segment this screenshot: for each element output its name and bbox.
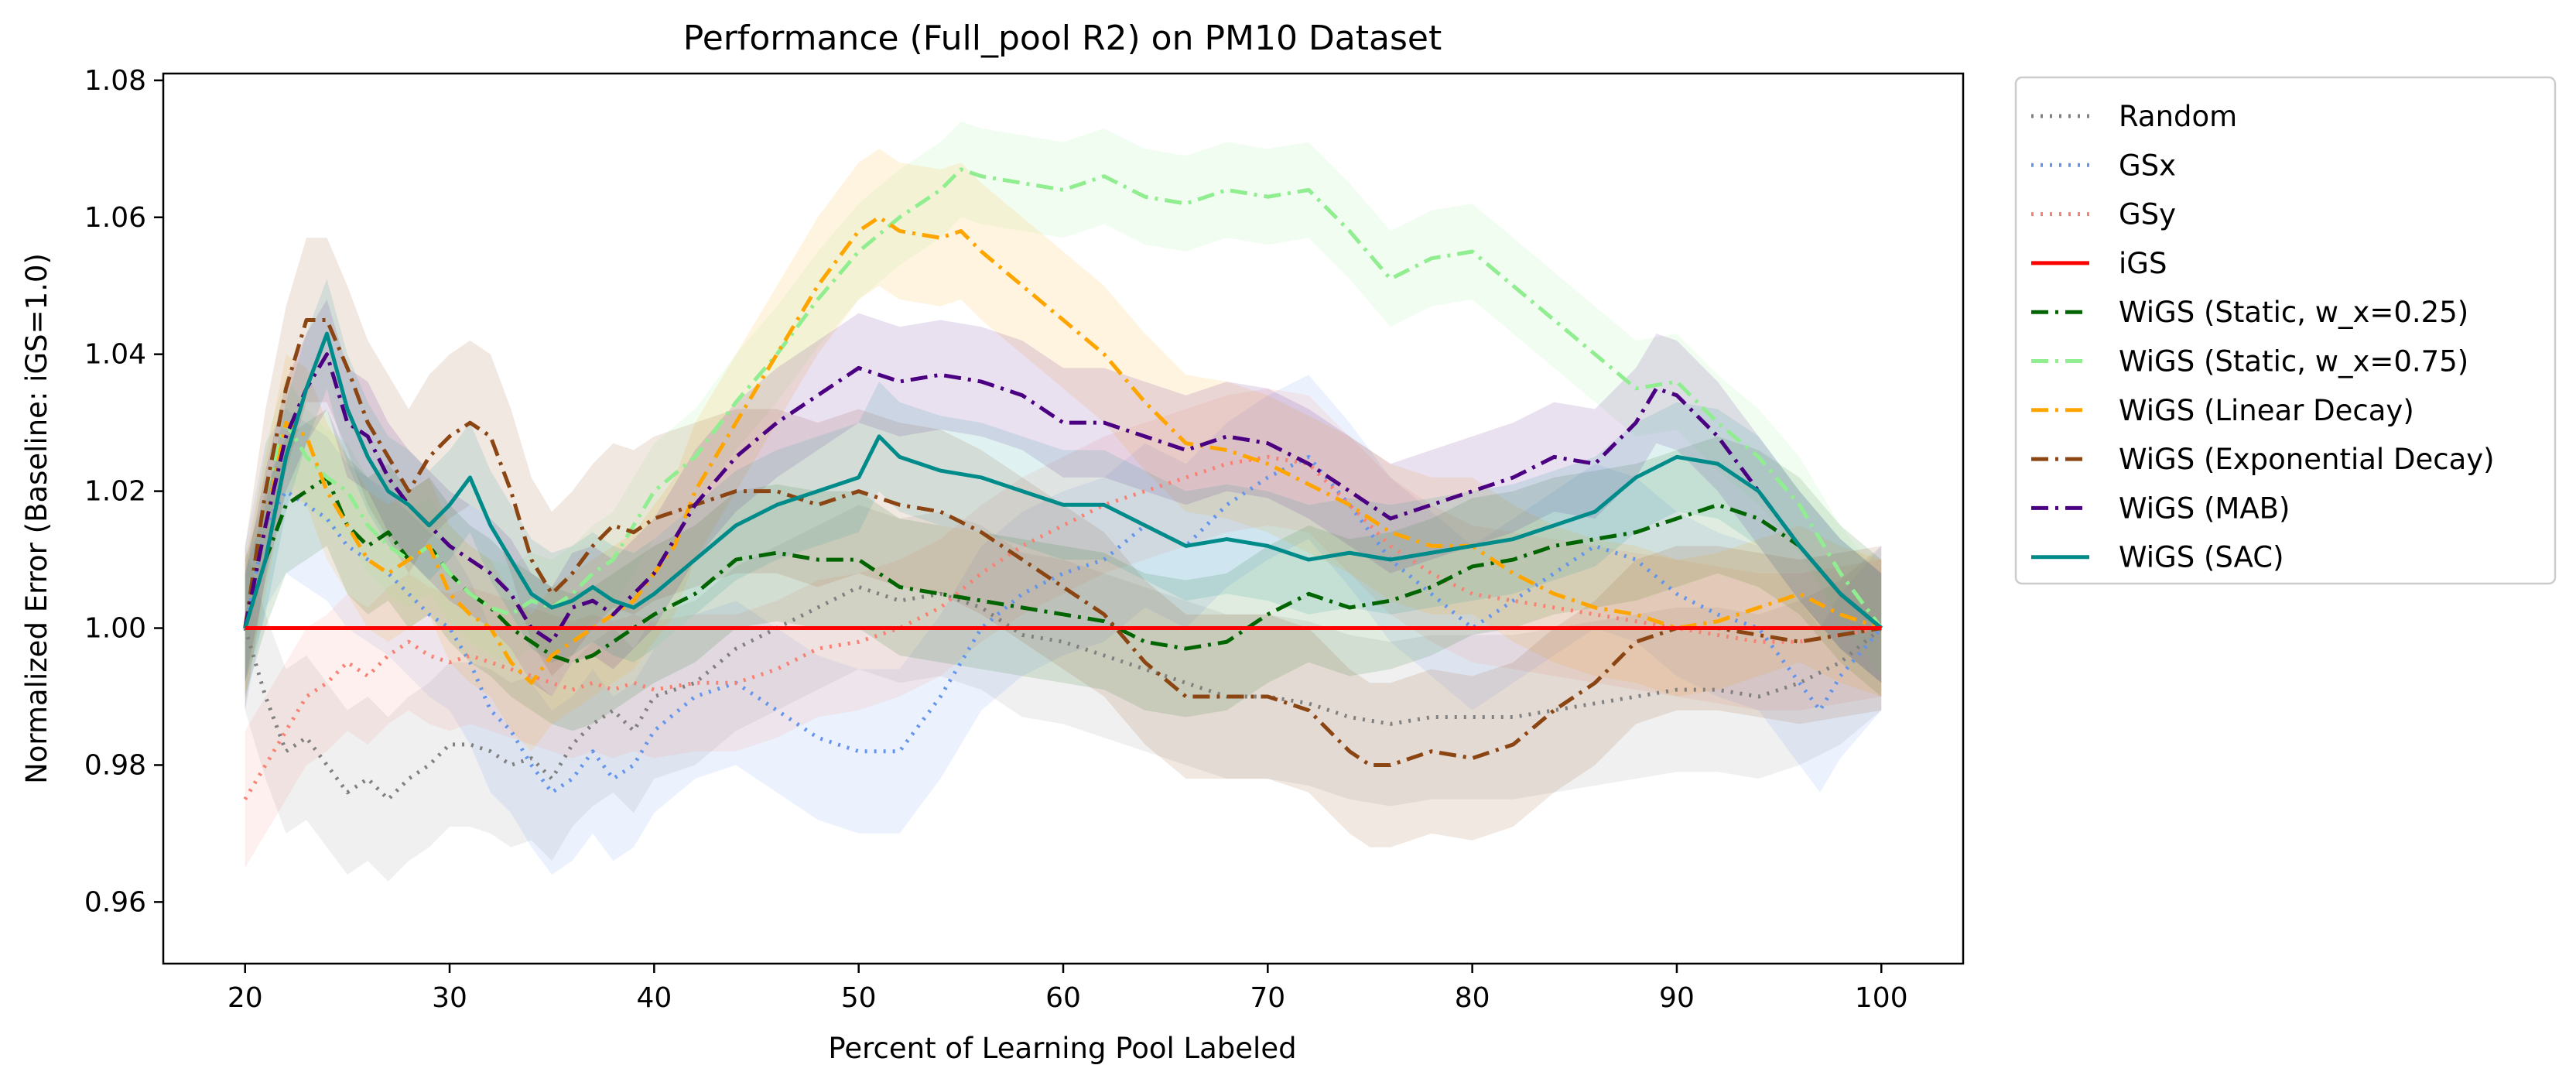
legend-label: Random [2119, 100, 2237, 133]
x-axis-label: Percent of Learning Pool Labeled [828, 1032, 1296, 1065]
y-tick-label: 0.98 [84, 749, 146, 781]
series-line [243, 317, 1882, 767]
confidence-band [245, 409, 1882, 731]
x-tick-label: 50 [841, 982, 877, 1014]
confidence-band [245, 238, 1882, 848]
legend-frame [2014, 76, 2557, 585]
x-tick-label: 40 [636, 982, 672, 1014]
legend-label: GSy [2119, 198, 2176, 231]
legend-label: GSx [2119, 149, 2176, 182]
legend-label: WiGS (Exponential Decay) [2119, 443, 2495, 476]
y-tick-label: 1.02 [84, 476, 146, 508]
x-tick-label: 30 [432, 982, 467, 1014]
x-tick-label: 90 [1659, 982, 1695, 1014]
series-line [243, 454, 1883, 795]
y-tick-label: 1.04 [84, 339, 146, 371]
x-tick-label: 20 [227, 982, 263, 1014]
series-lines [243, 167, 1883, 802]
y-tick-label: 1.00 [84, 613, 146, 645]
series-line [243, 331, 1883, 630]
series-line [243, 475, 1883, 665]
legend-label: WiGS (Static, w_x=0.75) [2119, 345, 2468, 378]
legend-label: iGS [2119, 247, 2167, 280]
y-tick-label: 1.06 [84, 202, 146, 234]
confidence-band [245, 299, 1882, 697]
confidence-band [245, 279, 1882, 683]
chart-title: Performance (Full_pool R2) on PM10 Datas… [683, 19, 1442, 58]
legend-label: WiGS (Linear Decay) [2119, 394, 2414, 427]
x-tick-label: 60 [1045, 982, 1081, 1014]
x-tick-label: 80 [1455, 982, 1490, 1014]
x-axis: 20 30 40 50 60 70 80 90 100 [227, 964, 1908, 1014]
confidence-band [245, 149, 1882, 752]
legend-label: WiGS (MAB) [2119, 491, 2290, 525]
y-axis: 0.96 0.98 1.00 1.02 1.04 1.06 1.08 [84, 65, 163, 918]
series-line [243, 454, 1882, 800]
y-axis-label: Normalized Error (Baseline: iGS=1.0) [20, 253, 53, 784]
confidence-bands [245, 121, 1882, 882]
confidence-band [245, 121, 1882, 676]
x-tick-label: 70 [1250, 982, 1285, 1014]
legend-label: WiGS (Static, w_x=0.25) [2119, 296, 2468, 329]
series-line [243, 215, 1883, 685]
confidence-band [245, 375, 1882, 875]
legend-label: WiGS (SAC) [2119, 541, 2284, 574]
legend: Random GSx GSy iGS WiGS (Static, w_x=0.25) Wi… [2014, 76, 2557, 585]
y-tick-label: 1.08 [84, 65, 146, 97]
confidence-band [245, 505, 1882, 882]
confidence-band [245, 388, 1882, 868]
x-tick-label: 100 [1855, 982, 1908, 1014]
y-tick-label: 0.96 [84, 886, 146, 918]
